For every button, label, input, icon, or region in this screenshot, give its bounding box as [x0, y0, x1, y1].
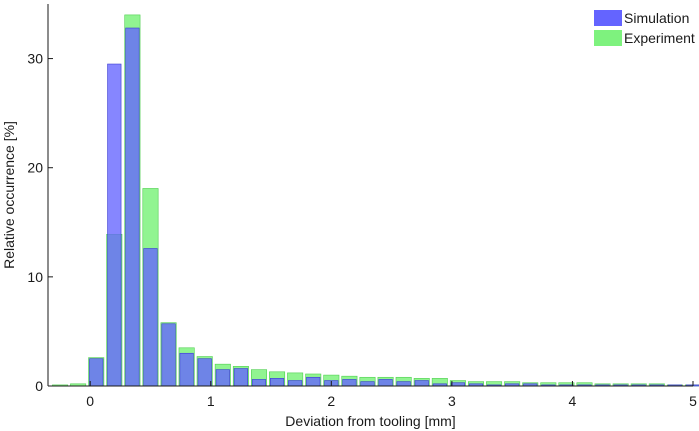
simulation-bars: [89, 27, 699, 387]
x-axis-ticks: 0 1 2 3 4 5: [86, 381, 697, 409]
simulation-bar-2: [89, 358, 104, 387]
y-tick-label: 10: [27, 269, 43, 285]
x-tick-label: 0: [86, 393, 94, 409]
simulation-bar-12: [269, 378, 285, 387]
legend: Simulation Experiment: [594, 10, 695, 46]
simulation-bar-19: [396, 381, 411, 387]
legend-swatch-simulation: [594, 10, 622, 26]
simulation-bar-11: [251, 379, 267, 387]
legend-label-experiment: Experiment: [624, 30, 695, 46]
simulation-bar-17: [360, 381, 375, 387]
x-tick-label: 2: [327, 393, 335, 409]
x-tick-label: 5: [689, 393, 697, 409]
y-axis-label: Relative occurrence [%]: [1, 121, 17, 269]
simulation-bar-6: [161, 323, 176, 387]
simulation-bar-18: [378, 379, 393, 387]
y-tick-label: 30: [27, 51, 43, 67]
y-axis-ticks: 0 10 20 30: [27, 51, 53, 394]
legend-swatch-experiment: [594, 30, 622, 46]
x-tick-label: 4: [569, 393, 577, 409]
simulation-bar-5: [143, 248, 158, 387]
x-axis-label: Deviation from tooling [mm]: [285, 413, 455, 429]
simulation-bar-20: [414, 380, 429, 387]
simulation-bar-4: [125, 27, 140, 387]
simulation-bar-10: [233, 368, 248, 387]
y-tick-label: 20: [27, 160, 43, 176]
y-tick-label: 0: [35, 378, 43, 394]
simulation-bar-13: [288, 380, 303, 387]
simulation-bar-7: [179, 352, 194, 387]
simulation-bar-9: [215, 369, 230, 387]
simulation-bar-3: [107, 63, 122, 387]
simulation-bar-14: [306, 376, 321, 387]
simulation-bar-16: [342, 379, 357, 387]
simulation-bar-8: [197, 358, 212, 387]
legend-label-simulation: Simulation: [624, 10, 689, 26]
x-tick-label: 1: [207, 393, 215, 409]
x-tick-label: 3: [448, 393, 456, 409]
